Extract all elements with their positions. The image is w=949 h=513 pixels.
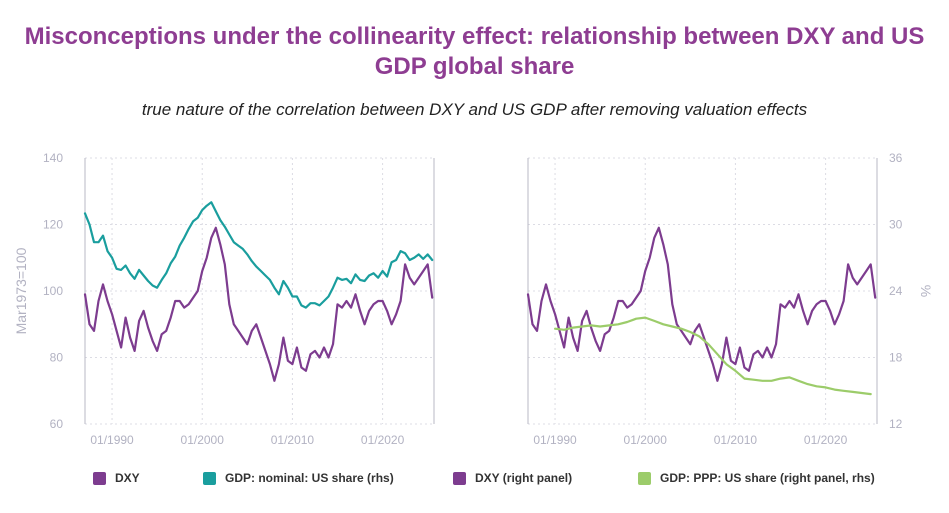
legend-swatch-dxy-right [453, 471, 466, 485]
series-line-dxy [83, 226, 434, 382]
x-tick-label: 01/2000 [624, 433, 668, 447]
y-tick-label: 140 [43, 151, 63, 165]
y-tick-label: 100 [43, 284, 63, 298]
series-line-dxy-right [526, 226, 877, 382]
legend-label-gdp-nominal: GDP: nominal: US share (rhs) [225, 471, 394, 485]
x-tick-label: 01/1990 [90, 433, 134, 447]
legend-swatch-dxy [93, 471, 106, 485]
series-line-gdp-nominal [83, 201, 434, 309]
x-tick-label: 01/1990 [533, 433, 577, 447]
y2-tick-label: 18 [889, 351, 903, 365]
legend: DXY GDP: nominal: US share (rhs) DXY (ri… [0, 471, 949, 491]
legend-item-gdp-nominal: GDP: nominal: US share (rhs) [203, 471, 394, 485]
x-tick-label: 01/2010 [271, 433, 315, 447]
chart-subtitle: true nature of the correlation between D… [141, 100, 808, 119]
legend-label-dxy-right: DXY (right panel) [475, 471, 573, 485]
y2-tick-label: 30 [889, 218, 903, 232]
y2-tick-label: 24 [889, 284, 903, 298]
chart-title: Misconceptions under the collinearity ef… [24, 23, 925, 80]
series-line-gdp-ppp [554, 316, 872, 396]
y-tick-label: 60 [50, 417, 64, 431]
legend-item-gdp-ppp: GDP: PPP: US share (right panel, rhs) [638, 471, 875, 485]
x-tick-label: 01/2020 [361, 433, 405, 447]
x-tick-label: 01/2020 [804, 433, 848, 447]
chart-area: 01/1990 01/2000 01/2010 01/2020 60 80 100 120 14… [13, 151, 934, 447]
legend-swatch-gdp-nominal [203, 471, 216, 485]
legend-label-dxy: DXY [115, 471, 140, 485]
y-axis-title: Mar1973=100 [13, 247, 29, 334]
legend-item-dxy: DXY [93, 471, 140, 485]
y2-axis-title: % [918, 285, 934, 297]
y-tick-label: 120 [43, 218, 63, 232]
x-tick-label: 01/2000 [181, 433, 225, 447]
legend-item-dxy-right: DXY (right panel) [453, 471, 572, 485]
y-tick-label: 80 [50, 351, 64, 365]
y2-tick-label: 12 [889, 417, 903, 431]
x-tick-label: 01/2010 [714, 433, 758, 447]
legend-swatch-gdp-ppp [638, 471, 651, 485]
legend-label-gdp-ppp: GDP: PPP: US share (right panel, rhs) [660, 471, 875, 485]
y2-tick-label: 36 [889, 151, 903, 165]
